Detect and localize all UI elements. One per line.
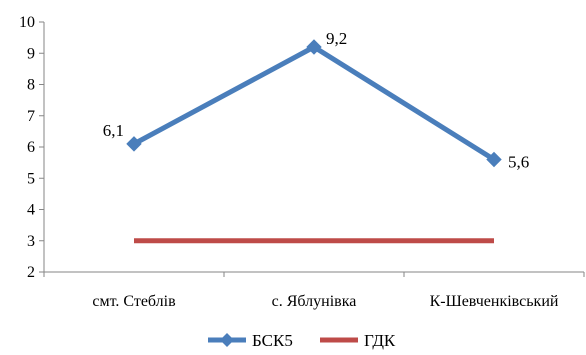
legend-label: БСК5 [252,331,293,350]
legend: БСК5 ГДК [208,331,396,350]
y-tick-label: 8 [27,77,35,94]
data-label: 6,1 [103,121,124,140]
x-tick-label: К-Шевченківський [430,293,559,310]
axes: 2 3 4 5 6 7 8 9 10 смт. Стеблів с. Яблунівка К-Шевч… [19,14,585,310]
y-tick-label: 2 [27,264,35,281]
y-tick-label: 4 [27,202,35,219]
data-label: 9,2 [326,29,347,48]
data-point-marker [306,39,322,55]
data-point-marker [486,151,502,168]
legend-item-1: БСК5 [208,331,293,350]
data-point-marker [126,136,142,152]
y-tick-label: 6 [27,139,35,156]
y-tick-label: 3 [27,233,35,250]
series-group [126,39,502,244]
legend-label: ГДК [364,331,396,350]
data-labels: 6,1 9,2 5,6 [103,29,530,172]
y-tick-label: 9 [27,45,35,62]
x-tick-label: смт. Стеблів [92,293,176,310]
y-tick-label: 7 [27,108,35,125]
x-tick-label: с. Яблунівка [272,293,357,310]
data-label: 5,6 [508,153,529,172]
y-tick-label: 5 [27,170,35,187]
series-line-1 [132,44,496,162]
y-tick-label: 10 [19,14,35,31]
legend-item-2: ГДК [320,331,396,350]
legend-marker [220,333,234,347]
